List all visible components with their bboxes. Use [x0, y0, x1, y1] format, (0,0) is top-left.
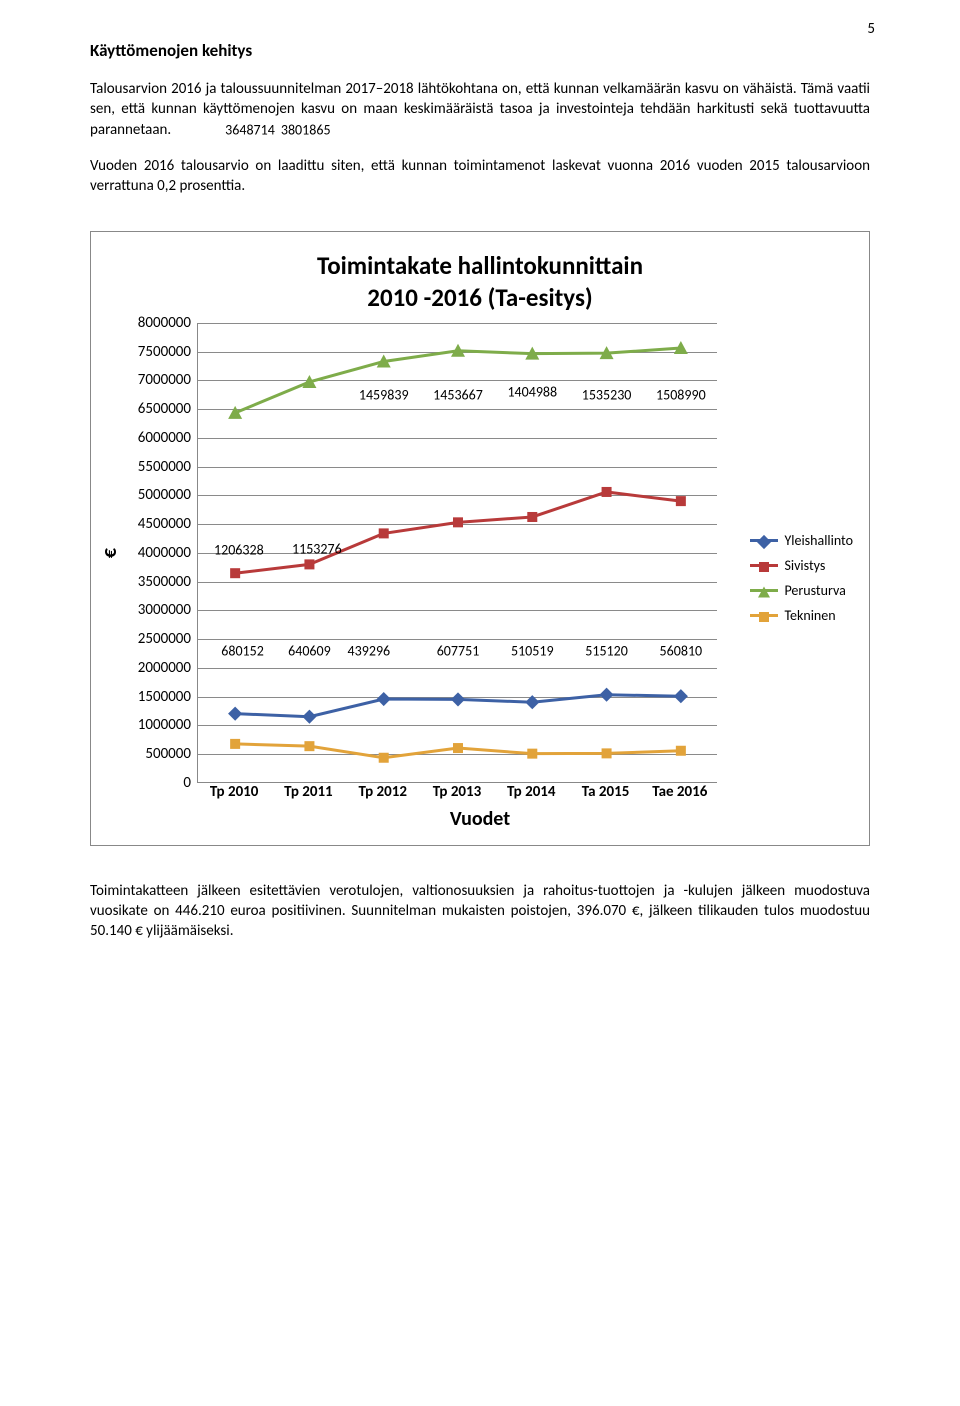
data-label: 4340941 [359, 0, 409, 1]
series-marker [379, 528, 389, 538]
body-paragraph: Talousarvion 2016 ja taloussuunnitelman … [90, 79, 870, 140]
legend-label: Yleishallinto [784, 532, 853, 549]
chart-plot-area: 1206328 1153276 1459839 1453667 1404988 15352… [197, 323, 717, 783]
series-marker [602, 748, 612, 758]
page-number: 5 [867, 20, 875, 38]
series-marker [451, 692, 465, 706]
data-label: 3648714 [225, 122, 275, 139]
x-tick-label: Tp 2010 [197, 783, 271, 801]
series-marker [525, 695, 539, 709]
series-marker [304, 559, 314, 569]
y-tick-label: 4000000 [138, 544, 191, 562]
chart-title-line: Toimintakate hallintokunnittain [317, 250, 643, 281]
data-label: 560810 [660, 642, 703, 659]
series-marker [527, 748, 537, 758]
chart-legend: Yleishallinto Sivistys Perusturva Tekninen [750, 532, 853, 632]
series-marker [302, 709, 316, 723]
series-marker [602, 487, 612, 497]
x-tick-label: Tp 2014 [494, 783, 568, 801]
series-marker [230, 568, 240, 578]
data-label: 1206328 [214, 541, 264, 558]
series-marker [304, 741, 314, 751]
data-label: 607751 [437, 642, 480, 659]
data-label: 1459839 [359, 386, 409, 403]
x-axis-ticks: Tp 2010Tp 2011Tp 2012Tp 2013Tp 2014Ta 20… [197, 783, 717, 801]
y-tick-label: 5000000 [138, 486, 191, 504]
series-marker [379, 752, 389, 762]
legend-label: Sivistys [784, 557, 825, 574]
legend-item: Sivistys [750, 557, 853, 574]
y-tick-label: 8000000 [138, 314, 191, 332]
data-label: 510519 [511, 642, 554, 659]
series-marker [453, 743, 463, 753]
series-marker [676, 746, 686, 756]
x-tick-label: Tp 2013 [420, 783, 494, 801]
series-marker [377, 692, 391, 706]
series-marker [600, 687, 614, 701]
data-label: 1453667 [433, 386, 483, 403]
y-tick-label: 0 [183, 774, 191, 792]
series-marker [674, 689, 688, 703]
x-tick-label: Tp 2012 [346, 783, 420, 801]
x-tick-label: Tae 2016 [643, 783, 717, 801]
data-label: 515120 [585, 642, 628, 659]
series-marker [527, 512, 537, 522]
data-label: 3801865 [281, 122, 331, 139]
y-tick-label: 1500000 [138, 688, 191, 706]
data-label: 680152 [221, 642, 264, 659]
chart-title-line: 2010 -2016 (Ta-esitys) [367, 282, 592, 313]
chart-frame: Toimintakate hallintokunnittain 2010 -20… [90, 231, 870, 846]
y-tick-label: 2000000 [138, 659, 191, 677]
y-axis-ticks: 0500000100000015000002000000250000030000… [119, 323, 197, 783]
chart-title: Toimintakate hallintokunnittain 2010 -20… [101, 250, 859, 313]
section-heading: Käyttömenojen kehitys [90, 40, 870, 61]
series-marker [228, 706, 242, 720]
legend-item: Tekninen [750, 607, 853, 624]
legend-item: Yleishallinto [750, 532, 853, 549]
y-tick-label: 6500000 [138, 400, 191, 418]
y-tick-label: 5500000 [138, 458, 191, 476]
legend-item: Perusturva [750, 582, 853, 599]
data-label: 1153276 [292, 541, 342, 558]
x-tick-label: Tp 2011 [271, 783, 345, 801]
y-tick-label: 7000000 [138, 371, 191, 389]
y-tick-label: 500000 [145, 745, 191, 763]
y-tick-label: 3500000 [138, 573, 191, 591]
data-label: 640609 [288, 642, 331, 659]
data-label: 1535230 [582, 386, 632, 403]
body-paragraph: Toimintakatteen jälkeen esitettävien ver… [90, 881, 870, 942]
data-label: 1404988 [507, 383, 557, 400]
data-label: 1508990 [656, 386, 706, 403]
y-tick-label: 6000000 [138, 429, 191, 447]
series-line-Sivistys [235, 492, 681, 573]
y-tick-label: 4500000 [138, 515, 191, 533]
y-tick-label: 2500000 [138, 630, 191, 648]
data-label: 439296 [348, 642, 391, 659]
y-tick-label: 7500000 [138, 343, 191, 361]
y-tick-label: 1000000 [138, 716, 191, 734]
body-paragraph: Vuoden 2016 talousarvio on laadittu site… [90, 156, 870, 197]
series-marker [676, 496, 686, 506]
legend-label: Perusturva [784, 582, 845, 599]
series-marker [230, 739, 240, 749]
x-axis-label: Vuodet [101, 807, 859, 831]
series-marker [453, 517, 463, 527]
x-tick-label: Ta 2015 [568, 783, 642, 801]
y-tick-label: 3000000 [138, 601, 191, 619]
legend-label: Tekninen [784, 607, 835, 624]
